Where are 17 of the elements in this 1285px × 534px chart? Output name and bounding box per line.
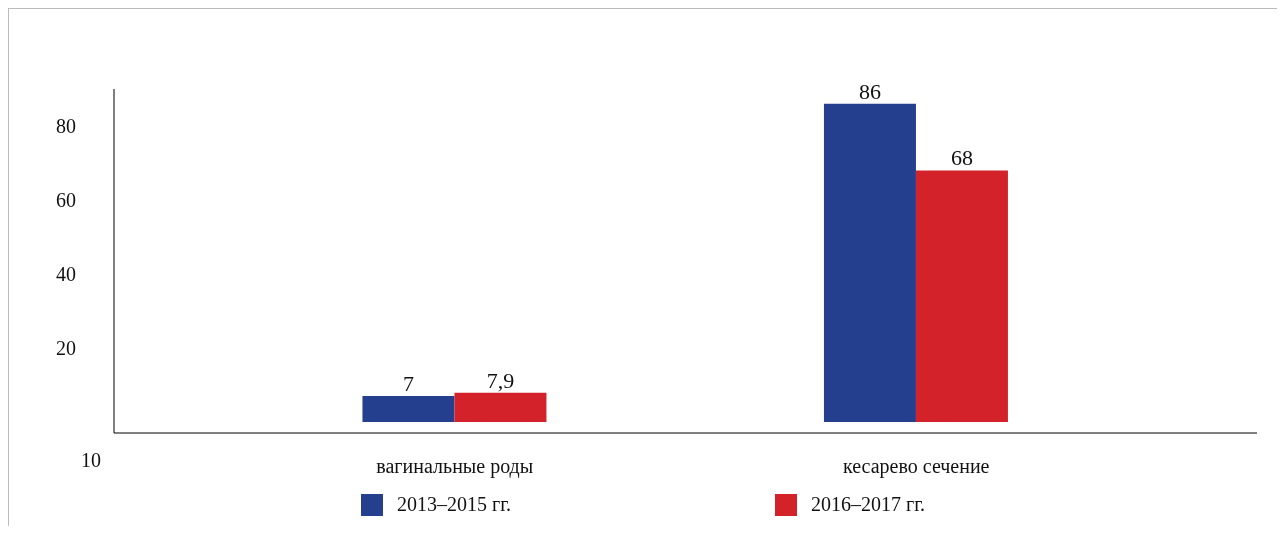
x-tick-label: вагинальные роды [376, 455, 534, 479]
bar [823, 103, 916, 422]
x-tick-label: кесарево сечение [843, 455, 990, 479]
bar [362, 396, 455, 422]
data-label: 86 [858, 78, 881, 104]
legend-label: 2013–2015 гг. [396, 493, 512, 516]
data-label: 68 [950, 145, 973, 171]
legend-label: 2016–2017 гг. [810, 493, 926, 516]
bar [915, 170, 1008, 422]
y-tick-label: 80 [56, 115, 76, 138]
y-tick-label: 40 [56, 263, 76, 286]
text: 10 [81, 449, 101, 472]
data-label: 7 [402, 371, 414, 397]
y-tick-label: 60 [56, 189, 76, 212]
data-label: 7,9 [486, 367, 515, 393]
bar [454, 392, 547, 422]
y-tick-label: 20 [56, 337, 76, 360]
